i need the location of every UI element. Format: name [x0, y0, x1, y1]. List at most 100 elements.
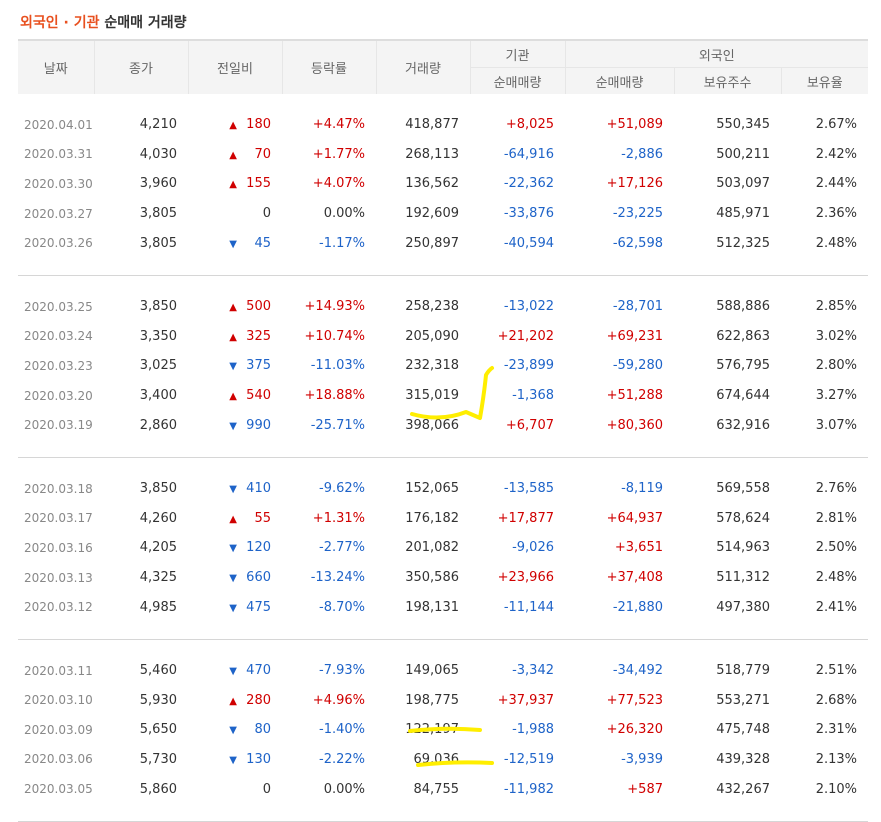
table-row: 2020.03.19 2,860 ▼ 990 -25.71% 398,066 +6,707 +…	[18, 410, 868, 440]
table-row: 2020.03.13 4,325 ▼ 660 -13.24% 350,586 +23,966…	[18, 563, 868, 593]
cell-date: 2020.03.12	[24, 600, 93, 615]
triangle-down-icon: ▼	[229, 573, 237, 585]
cell-holdings: 485,971	[716, 206, 770, 222]
cell-holdings: 500,211	[716, 146, 770, 162]
cell-change: 0	[188, 199, 282, 229]
triangle-down-icon: ▼	[229, 543, 237, 555]
cell-inst-net: -23,899	[503, 358, 554, 374]
cell-foreign-net: +17,126	[606, 176, 663, 192]
spacer-cell	[18, 94, 868, 110]
cell-change: ▼ 375	[188, 351, 282, 381]
triangle-up-icon: ▲	[229, 331, 237, 343]
cell-volume: 268,113	[405, 146, 459, 162]
cell-volume: 250,897	[405, 235, 459, 251]
cell-volume: 176,182	[405, 510, 459, 526]
cell-holdings: 632,916	[716, 417, 770, 433]
trading-table: 날짜 종가 전일비 등락률 거래량 기관 외국인 순매매량 순매매량 보유주수 …	[18, 39, 869, 822]
table-row: 2020.03.27 3,805 0 0.00% 192,609 -33,876 -23,2…	[18, 199, 868, 229]
cell-volume: 315,019	[405, 388, 459, 404]
cell-date: 2020.03.05	[24, 782, 93, 797]
cell-change: ▼ 120	[188, 533, 282, 563]
cell-change: ▲ 500	[188, 292, 282, 322]
table-row: 2020.03.11 5,460 ▼ 470 -7.93% 149,065 -3,342 -3…	[18, 656, 868, 686]
table-header: 날짜 종가 전일비 등락률 거래량 기관 외국인 순매매량 순매매량 보유주수 …	[18, 39, 869, 94]
cell-foreign-net: -62,598	[612, 235, 663, 251]
change-value: 0	[262, 206, 271, 222]
cell-volume: 350,586	[405, 570, 459, 586]
separator-cell	[18, 257, 869, 276]
group-spacer	[18, 275, 868, 292]
page-title: 외국인 · 기관 순매매 거래량	[20, 12, 187, 32]
cell-foreign-net: -28,701	[612, 299, 663, 315]
cell-holdings: 553,271	[716, 692, 770, 708]
cell-rate: -7.93%	[319, 663, 365, 679]
cell-inst-net: +21,202	[497, 328, 554, 344]
cell-date: 2020.03.26	[24, 236, 93, 251]
cell-volume: 418,877	[405, 117, 459, 133]
cell-volume: 232,318	[405, 358, 459, 374]
header-holdings: 보유주수	[673, 67, 781, 94]
change-value: 325	[246, 328, 271, 344]
cell-holding-ratio: 3.02%	[815, 328, 858, 344]
cell-foreign-net: +51,288	[606, 388, 663, 404]
triangle-up-icon: ▲	[229, 513, 237, 525]
triangle-up-icon: ▲	[229, 149, 237, 161]
cell-rate: -1.17%	[319, 235, 365, 251]
change-value: 280	[246, 692, 271, 708]
cell-close: 5,650	[139, 722, 177, 738]
cell-date: 2020.03.17	[24, 511, 93, 526]
cell-close: 5,730	[139, 751, 177, 767]
cell-inst-net: -22,362	[503, 176, 554, 192]
cell-inst-net: +17,877	[497, 510, 554, 526]
triangle-down-icon: ▼	[229, 666, 237, 678]
separator-cell	[18, 621, 869, 640]
cell-close: 3,960	[139, 176, 177, 192]
cell-holdings: 439,328	[716, 751, 770, 767]
cell-holdings: 576,795	[716, 358, 770, 374]
cell-holdings: 514,963	[716, 540, 770, 556]
cell-close: 3,805	[139, 206, 177, 222]
cell-close: 3,350	[139, 328, 177, 344]
cell-holding-ratio: 2.85%	[815, 299, 858, 315]
cell-holdings: 503,097	[716, 176, 770, 192]
cell-inst-net: +6,707	[505, 417, 554, 433]
triangle-down-icon: ▼	[229, 238, 237, 250]
cell-inst-net: -33,876	[503, 206, 554, 222]
header-rate: 등락률	[281, 39, 376, 94]
cell-rate: +4.07%	[312, 176, 365, 192]
table-row: 2020.03.09 5,650 ▼ 80 -1.40% 122,197 -1,988 +26…	[18, 715, 868, 745]
cell-holdings: 674,644	[716, 388, 770, 404]
table-body: 2020.04.01 4,210 ▲ 180 +4.47% 418,877 +8,025 +5…	[18, 94, 869, 822]
change-value: 660	[246, 570, 271, 586]
cell-foreign-net: -21,880	[612, 599, 663, 615]
cell-date: 2020.03.31	[24, 147, 93, 162]
header-holding-ratio: 보유율	[780, 67, 869, 94]
cell-date: 2020.04.01	[24, 117, 93, 132]
table-row: 2020.03.24 3,350 ▲ 325 +10.74% 205,090 +21,202…	[18, 322, 868, 352]
cell-foreign-net: +26,320	[606, 722, 663, 738]
cell-change: ▼ 80	[188, 715, 282, 745]
cell-foreign-net: -2,886	[621, 146, 663, 162]
cell-inst-net: -1,988	[512, 722, 554, 738]
table-row: 2020.03.20 3,400 ▲ 540 +18.88% 315,019 -1,368 +…	[18, 381, 868, 411]
cell-holdings: 512,325	[716, 235, 770, 251]
cell-close: 4,205	[139, 540, 177, 556]
triangle-up-icon: ▲	[229, 695, 237, 707]
cell-rate: -11.03%	[310, 358, 365, 374]
cell-close: 2,860	[139, 417, 177, 433]
cell-holding-ratio: 2.81%	[815, 510, 858, 526]
group-separator	[18, 803, 869, 822]
spacer-cell	[18, 457, 868, 474]
table-row: 2020.03.06 5,730 ▼ 130 -2.22% 69,036 -12,519 -3…	[18, 745, 868, 775]
change-value: 410	[246, 481, 271, 497]
cell-inst-net: -11,982	[503, 781, 554, 797]
table-row: 2020.03.25 3,850 ▲ 500 +14.93% 258,238 -13,022…	[18, 292, 868, 322]
cell-rate: -2.22%	[319, 751, 365, 767]
cell-holding-ratio: 2.67%	[815, 117, 858, 133]
cell-inst-net: -3,342	[512, 663, 554, 679]
change-value: 180	[246, 117, 271, 133]
cell-volume: 136,562	[405, 176, 459, 192]
cell-rate: +1.31%	[312, 510, 365, 526]
cell-rate: 0.00%	[323, 781, 365, 797]
table-row: 2020.03.16 4,205 ▼ 120 -2.77% 201,082 -9,026 +3…	[18, 533, 868, 563]
